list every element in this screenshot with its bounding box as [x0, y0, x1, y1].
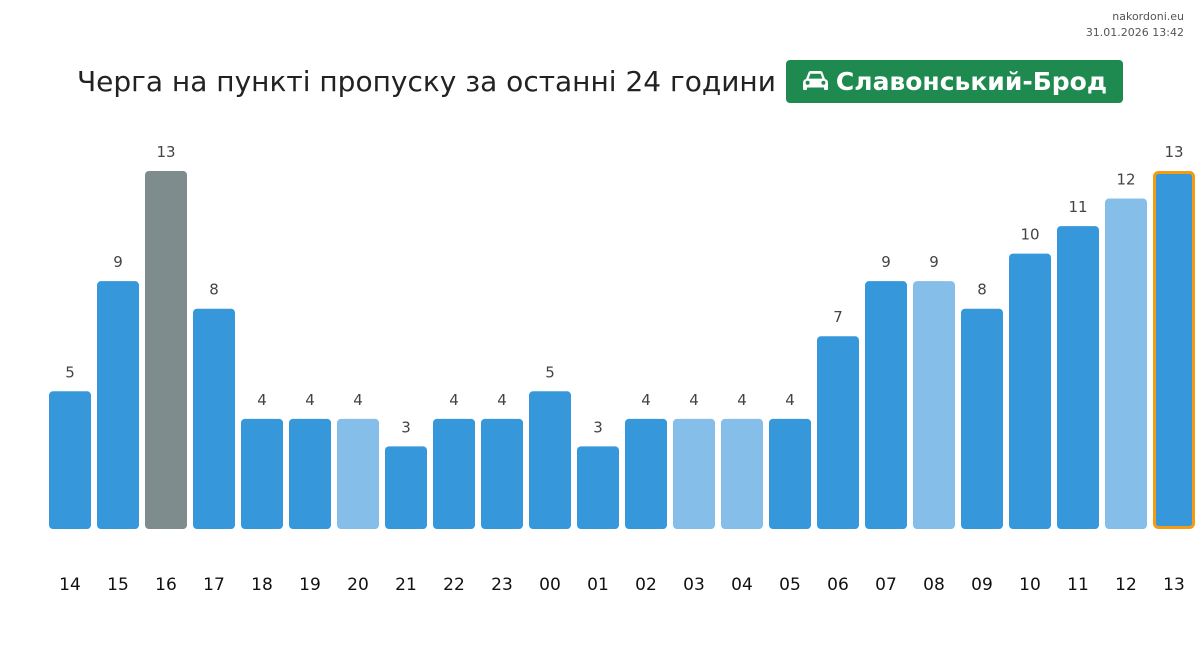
value-label: 11	[1068, 198, 1087, 216]
source-timestamp: 31.01.2026 13:42	[1085, 26, 1184, 39]
chart-title: Черга на пункті пропуску за останні 24 г…	[76, 64, 776, 98]
value-label: 9	[881, 253, 891, 271]
x-tick-label: 06	[827, 575, 849, 595]
car-icon	[802, 71, 828, 90]
x-tick-label: 12	[1115, 575, 1137, 595]
value-label: 4	[785, 391, 795, 409]
value-label: 5	[545, 363, 555, 381]
bar-13	[1153, 171, 1195, 529]
x-tick-label: 21	[395, 575, 417, 595]
bar-15	[97, 281, 139, 529]
value-label: 4	[353, 391, 363, 409]
bar-22	[433, 418, 475, 529]
x-tick-label: 13	[1163, 575, 1185, 595]
x-tick-label: 08	[923, 575, 945, 595]
bar-11	[1057, 226, 1099, 530]
checkpoint-name: Славонський-Брод	[835, 66, 1108, 96]
bar-04	[721, 418, 763, 529]
bar-00	[529, 391, 571, 529]
x-tick-label: 00	[539, 575, 561, 595]
x-tick-label: 17	[203, 575, 225, 595]
x-tick-label: 23	[491, 575, 513, 595]
value-label: 5	[65, 363, 75, 381]
bar-21	[385, 446, 427, 529]
bar-16	[145, 171, 187, 529]
value-label: 13	[156, 143, 175, 161]
bar-17	[193, 308, 235, 529]
value-label: 3	[593, 418, 603, 436]
x-tick-label: 19	[299, 575, 321, 595]
value-label: 4	[257, 391, 267, 409]
value-label: 4	[497, 391, 507, 409]
x-tick-label: 05	[779, 575, 801, 595]
bar-10	[1009, 253, 1051, 529]
x-tick-label: 04	[731, 575, 753, 595]
value-label: 4	[641, 391, 651, 409]
x-tick-label: 20	[347, 575, 369, 595]
bar-08	[913, 281, 955, 529]
bar-07	[865, 281, 907, 529]
bar-18	[241, 418, 283, 529]
bar-01	[577, 446, 619, 529]
x-tick-label: 02	[635, 575, 657, 595]
value-label: 4	[737, 391, 747, 409]
value-label: 12	[1116, 171, 1135, 189]
x-tick-label: 16	[155, 575, 177, 595]
x-tick-label: 07	[875, 575, 897, 595]
bar-12	[1105, 198, 1147, 530]
bar-09	[961, 308, 1003, 529]
value-label: 9	[113, 253, 123, 271]
value-label: 13	[1164, 143, 1183, 161]
bar-06	[817, 336, 859, 529]
bar-02	[625, 418, 667, 529]
x-tick-label: 10	[1019, 575, 1041, 595]
bar-05	[769, 418, 811, 529]
value-label: 4	[689, 391, 699, 409]
bar-19	[289, 418, 331, 529]
x-tick-label: 14	[59, 575, 81, 595]
checkpoint-badge: Славонський-Брод	[785, 59, 1124, 103]
value-label: 7	[833, 308, 843, 326]
value-label: 9	[929, 253, 939, 271]
chart-header: Черга на пункті пропуску за останні 24 г…	[0, 59, 1200, 103]
source-info: nakordoni.eu 31.01.2026 13:42	[1086, 9, 1184, 41]
x-tick-label: 18	[251, 575, 273, 595]
value-label: 4	[305, 391, 315, 409]
value-label: 10	[1020, 226, 1039, 244]
x-tick-label: 01	[587, 575, 609, 595]
value-label: 3	[401, 418, 411, 436]
bar-03	[673, 418, 715, 529]
value-label: 8	[209, 281, 219, 299]
bar-14	[49, 391, 91, 529]
x-tick-label: 11	[1067, 575, 1089, 595]
source-site: nakordoni.eu	[1112, 10, 1184, 23]
value-label: 8	[977, 281, 987, 299]
x-tick-label: 15	[107, 575, 129, 595]
x-tick-label: 03	[683, 575, 705, 595]
value-label: 4	[449, 391, 459, 409]
bar-23	[481, 418, 523, 529]
x-tick-label: 09	[971, 575, 993, 595]
x-tick-label: 22	[443, 575, 465, 595]
bar-20	[337, 418, 379, 529]
